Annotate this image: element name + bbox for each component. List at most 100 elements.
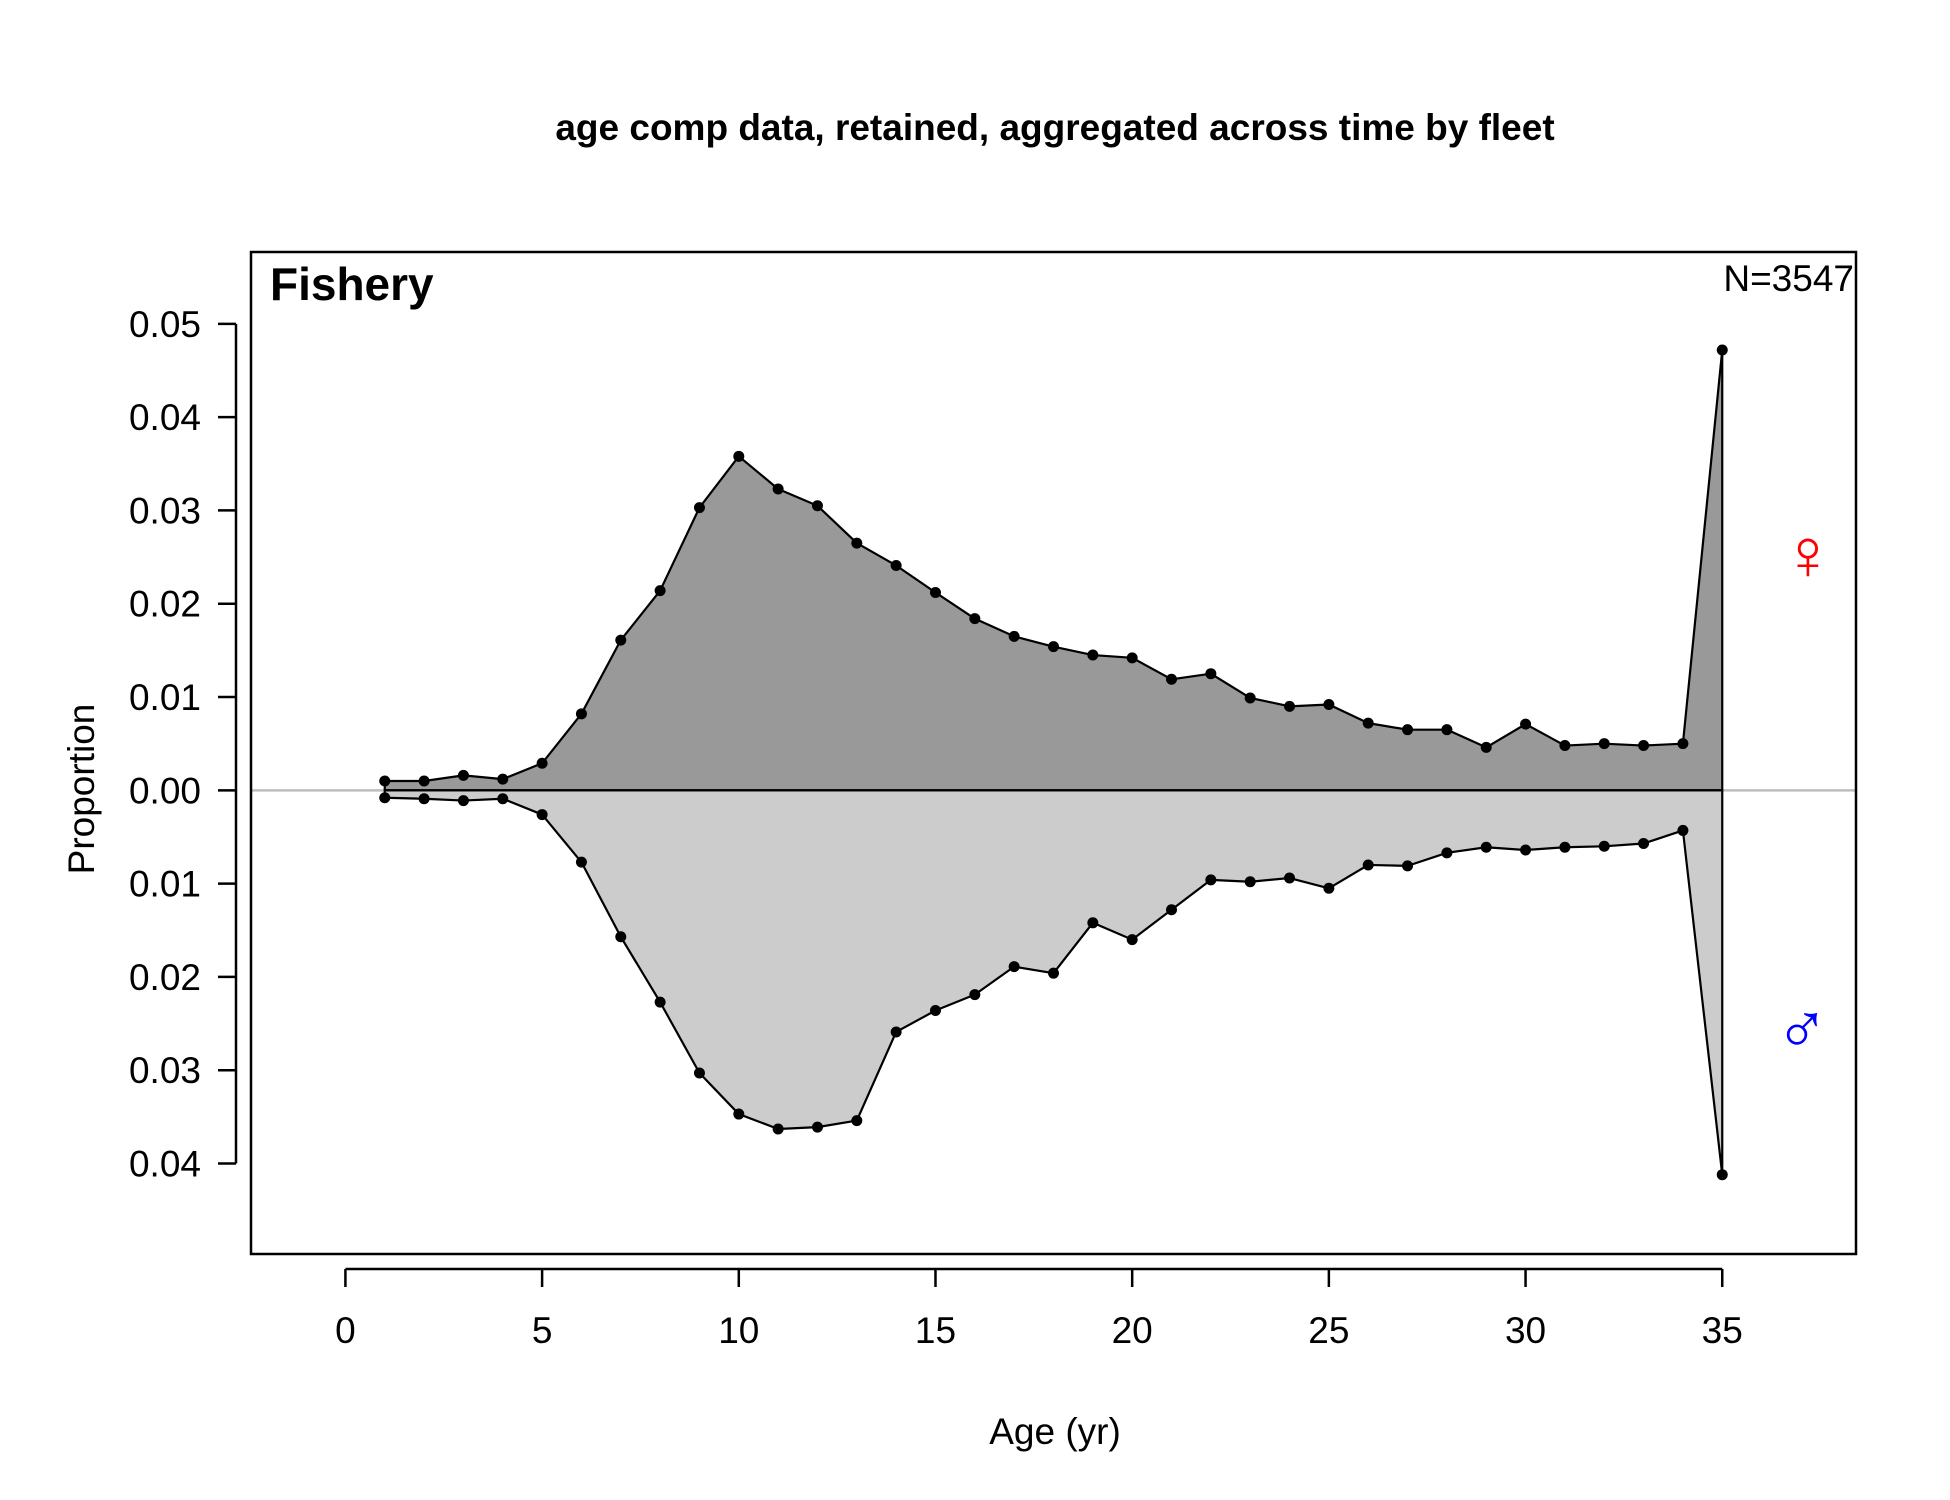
- y-tick-label: 0.03: [129, 490, 201, 531]
- y-tick-label: 0.05: [129, 304, 201, 345]
- data-point-female: [457, 769, 469, 781]
- x-tick-label: 30: [1505, 1310, 1546, 1351]
- data-point-female: [1048, 641, 1059, 653]
- data-point-male: [379, 792, 391, 804]
- data-point-female: [693, 502, 705, 514]
- sample-size-label: N=3547: [1723, 258, 1854, 299]
- data-point-female: [1244, 692, 1256, 704]
- data-point-female: [1166, 673, 1178, 685]
- plot-frame: [249, 250, 1858, 1256]
- series-area-male: [383, 789, 1724, 1176]
- y-tick-label: 0.01: [129, 864, 201, 905]
- data-point-female: [1480, 741, 1492, 753]
- x-axis: 0 5 10 15 20 25 30 35: [335, 1267, 1743, 1351]
- data-point-male: [1284, 872, 1296, 884]
- data-point-female: [654, 585, 666, 597]
- x-tick-label: 35: [1702, 1310, 1743, 1351]
- data-point-male: [654, 996, 666, 1008]
- data-point-male: [1048, 967, 1059, 979]
- series-area-female: [383, 348, 1724, 792]
- data-point-female: [1677, 738, 1689, 750]
- data-point-female: [772, 483, 784, 495]
- data-point-female: [1323, 698, 1335, 710]
- panel-label: Fishery: [270, 258, 434, 310]
- y-tick-label: 0.04: [129, 397, 201, 438]
- data-point-male: [418, 793, 430, 805]
- data-point-male: [575, 856, 587, 868]
- data-point-male: [497, 793, 509, 805]
- data-point-female: [1087, 649, 1099, 661]
- data-point-male: [1008, 961, 1020, 973]
- data-point-male: [1205, 874, 1217, 886]
- chart-title: age comp data, retained, aggregated acro…: [555, 107, 1554, 148]
- data-point-female: [418, 775, 430, 787]
- data-point-male: [1716, 1169, 1728, 1181]
- x-tick-label: 20: [1112, 1310, 1153, 1351]
- x-tick-label: 5: [532, 1310, 553, 1351]
- data-point-female: [890, 559, 902, 571]
- data-point-male: [1480, 841, 1492, 853]
- data-point-female: [1441, 724, 1453, 736]
- data-point-male: [1638, 837, 1650, 849]
- x-tick-label: 0: [335, 1310, 356, 1351]
- data-point-male: [1126, 934, 1138, 946]
- data-point-female: [379, 775, 391, 787]
- data-point-female: [1402, 724, 1414, 736]
- data-point-male: [1598, 840, 1610, 852]
- data-point-male: [1166, 904, 1178, 916]
- data-point-male: [1362, 859, 1374, 871]
- data-point-female: [1559, 740, 1571, 752]
- data-point-male: [851, 1115, 863, 1127]
- data-point-male: [1087, 917, 1099, 929]
- data-point-female: [536, 757, 548, 769]
- plot-marks: [251, 344, 1856, 1181]
- data-point-female: [1205, 668, 1217, 680]
- y-tick-label: 0.02: [129, 957, 201, 998]
- x-tick-label: 15: [915, 1310, 956, 1351]
- data-point-female: [851, 537, 863, 549]
- data-point-female: [1284, 700, 1296, 712]
- data-point-female: [575, 708, 587, 720]
- data-point-female: [929, 587, 941, 599]
- x-tick-label: 25: [1308, 1310, 1349, 1351]
- data-point-male: [1244, 876, 1256, 888]
- data-point-female: [1598, 738, 1610, 750]
- data-point-male: [1677, 824, 1689, 836]
- data-point-male: [1520, 844, 1532, 856]
- data-point-male: [1402, 860, 1414, 872]
- y-axis: 0.05 0.04 0.03 0.02 0.01 0.00 0.01 0.02 0.03 0.04: [129, 304, 238, 1185]
- y-axis-label: Proportion: [61, 704, 102, 875]
- data-point-female: [1638, 740, 1650, 752]
- data-point-female: [615, 634, 627, 646]
- data-point-male: [969, 989, 981, 1001]
- data-point-male: [929, 1004, 941, 1016]
- x-axis-label: Age (yr): [989, 1411, 1121, 1452]
- data-point-female: [1716, 344, 1728, 356]
- data-point-male: [811, 1121, 823, 1133]
- data-point-male: [457, 795, 469, 807]
- data-point-female: [1126, 652, 1138, 664]
- data-point-male: [693, 1067, 705, 1079]
- data-point-male: [890, 1026, 902, 1038]
- data-point-female: [1520, 718, 1532, 730]
- data-point-female: [497, 773, 509, 785]
- x-tick-label: 10: [718, 1310, 759, 1351]
- y-tick-label: 0.04: [129, 1144, 201, 1185]
- data-point-male: [1441, 847, 1453, 859]
- data-point-female: [733, 450, 745, 462]
- sex-symbols: ♀♂: [1775, 515, 1835, 1069]
- male-symbol: ♂: [1775, 990, 1829, 1070]
- data-point-female: [811, 500, 823, 512]
- female-symbol: ♀: [1781, 515, 1835, 595]
- data-point-male: [536, 809, 548, 821]
- data-point-male: [1323, 882, 1335, 894]
- y-tick-label: 0.02: [129, 584, 201, 625]
- data-point-male: [615, 931, 627, 943]
- data-point-male: [772, 1123, 784, 1135]
- y-tick-label: 0.00: [129, 770, 201, 811]
- data-point-female: [1362, 717, 1374, 729]
- data-point-male: [733, 1108, 745, 1120]
- y-tick-label: 0.03: [129, 1050, 201, 1091]
- data-point-male: [1559, 841, 1571, 853]
